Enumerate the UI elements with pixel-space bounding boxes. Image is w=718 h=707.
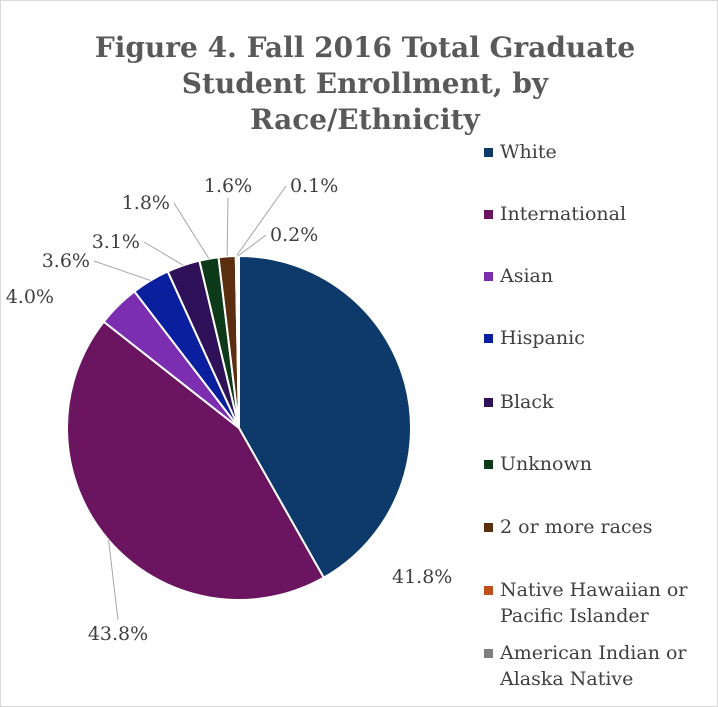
legend-swatch [484, 210, 493, 219]
legend-label: American Indian or Alaska Native [500, 642, 687, 690]
legend-swatch [484, 398, 493, 407]
legend-label: Black [500, 391, 554, 413]
legend-label: Asian [500, 265, 554, 287]
legend-label: Unknown [500, 453, 592, 475]
legend-swatch [484, 334, 493, 343]
leader-line [237, 234, 267, 257]
legend-item: Black [484, 389, 714, 415]
legend-label: 2 or more races [500, 516, 653, 538]
leader-line [143, 241, 184, 266]
legend-swatch [484, 148, 493, 157]
data-label: 41.8% [392, 566, 452, 588]
pie-slice [238, 254, 412, 580]
legend-swatch [484, 586, 493, 595]
legend-swatch [484, 460, 493, 469]
data-label: 0.2% [270, 224, 318, 246]
data-label: 43.8% [88, 623, 148, 645]
legend-swatch [484, 272, 493, 281]
legend-swatch [484, 523, 493, 532]
legend-item: White [484, 139, 714, 165]
data-label: 0.1% [290, 175, 338, 197]
legend-item: Hispanic [484, 325, 714, 351]
legend-item: American Indian or Alaska Native [484, 640, 714, 692]
chart-title: Figure 4. Fall 2016 Total Graduate Stude… [94, 31, 636, 136]
data-label: 3.1% [92, 231, 140, 253]
legend-swatch [484, 649, 493, 658]
legend-item: 2 or more races [484, 514, 714, 540]
data-label: 1.6% [204, 175, 252, 197]
leader-line [173, 202, 210, 259]
legend-label: Hispanic [500, 327, 585, 349]
legend-label: Native Hawaiian or Pacific Islander [500, 579, 688, 627]
legend-label: White [500, 141, 557, 163]
data-label: 1.8% [122, 192, 170, 214]
legend-item: Native Hawaiian or Pacific Islander [484, 577, 714, 629]
legend-item: International [484, 201, 714, 227]
leader-line [226, 197, 229, 257]
legend-label: International [500, 203, 627, 225]
legend-item: Asian [484, 263, 714, 289]
leader-line [235, 185, 287, 257]
data-label: 4.0% [6, 286, 54, 308]
legend-item: Unknown [484, 451, 714, 477]
leader-line [93, 260, 151, 281]
leader-line [108, 540, 119, 621]
data-label: 3.6% [42, 250, 90, 272]
